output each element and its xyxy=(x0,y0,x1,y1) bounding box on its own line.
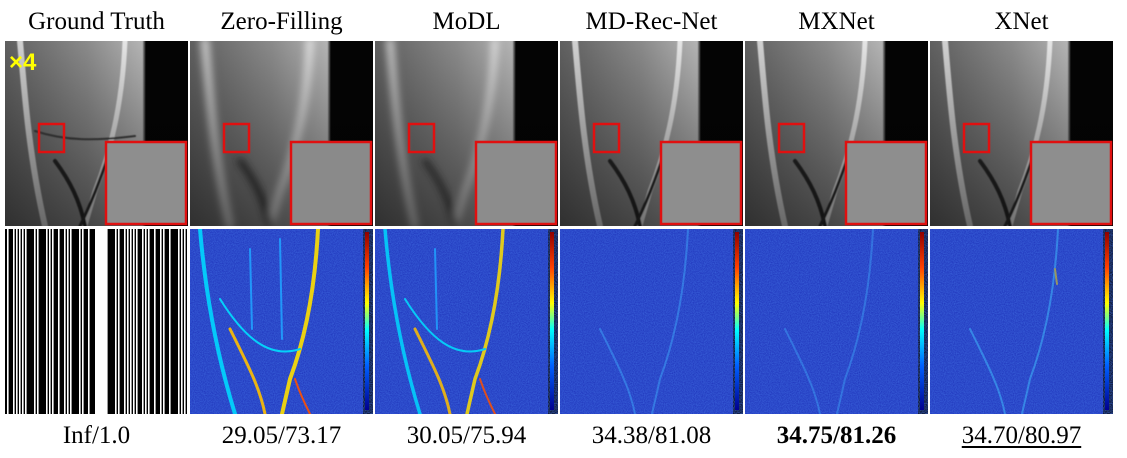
mri-image-md-rec-net xyxy=(560,41,743,226)
error-map-xnet xyxy=(930,229,1113,414)
colorbar xyxy=(365,232,369,410)
mask-line xyxy=(58,229,60,414)
mask-line xyxy=(124,229,126,414)
zoom-source-box xyxy=(407,122,436,154)
mask-line xyxy=(154,229,156,414)
mask-line xyxy=(49,229,51,414)
column-title-ground-truth: Ground Truth xyxy=(28,8,165,35)
mask-line xyxy=(136,229,138,414)
colorbar xyxy=(550,232,554,410)
zoom-inset xyxy=(844,140,928,226)
mask-line xyxy=(13,229,15,414)
zoom-inset xyxy=(289,140,373,226)
error-map-md-rec-net xyxy=(560,229,743,414)
column-title-modl: MoDL xyxy=(432,8,501,35)
metric-ground-truth: Inf/1.0 xyxy=(62,422,131,449)
sampling-mask xyxy=(5,229,188,414)
mask-line xyxy=(184,229,186,414)
metric-md-rec-net: 34.38/81.08 xyxy=(591,422,712,449)
mask-line xyxy=(148,229,150,414)
metric-xnet: 34.70/80.97 xyxy=(961,422,1082,449)
colorbar xyxy=(920,232,924,410)
mri-image-zero-filling xyxy=(190,41,373,226)
mask-line xyxy=(118,229,120,414)
mask-line xyxy=(145,229,147,414)
mask-line xyxy=(46,229,48,414)
mask-line xyxy=(70,229,72,414)
mri-image-ground-truth: ×4 xyxy=(5,41,188,226)
zoom-inset xyxy=(474,140,558,226)
error-map-modl xyxy=(375,229,558,414)
zoom-source-box xyxy=(962,122,991,154)
mask-line xyxy=(133,229,135,414)
metric-zero-filling: 29.05/73.17 xyxy=(221,422,342,449)
mask-line xyxy=(127,229,129,414)
mask-line xyxy=(142,229,144,414)
mask-line xyxy=(16,229,18,414)
mask-line xyxy=(88,229,90,414)
metric-modl: 30.05/75.94 xyxy=(406,422,527,449)
mask-line xyxy=(34,229,36,414)
mask-line xyxy=(37,229,39,414)
mri-image-modl xyxy=(375,41,558,226)
mask-line xyxy=(163,229,165,414)
mask-line xyxy=(187,229,188,414)
mri-image-xnet xyxy=(930,41,1113,226)
column-title-md-rec-net: MD-Rec-Net xyxy=(585,8,718,35)
column-title-zero-filling: Zero-Filling xyxy=(220,8,343,35)
zoom-inset xyxy=(659,140,743,226)
mask-line xyxy=(67,229,69,414)
mask-center-band xyxy=(95,229,107,414)
mask-line xyxy=(169,229,171,414)
metric-mxnet: 34.75/81.26 xyxy=(776,422,897,449)
acceleration-label: ×4 xyxy=(9,49,37,76)
metric-xnet-wrapper: 34.70/80.97 xyxy=(930,418,1113,454)
mask-line xyxy=(22,229,24,414)
error-map-zero-filling xyxy=(190,229,373,414)
mask-line xyxy=(115,229,117,414)
mask-line xyxy=(19,229,21,414)
mask-line xyxy=(25,229,27,414)
mask-line xyxy=(82,229,84,414)
error-map-mxnet xyxy=(745,229,928,414)
mask-line xyxy=(130,229,132,414)
zoom-source-box xyxy=(777,122,806,154)
zoom-source-box xyxy=(592,122,621,154)
mask-line xyxy=(7,229,9,414)
mask-line xyxy=(79,229,81,414)
zoom-source-box xyxy=(37,122,66,154)
mask-line xyxy=(178,229,180,414)
zoom-inset xyxy=(1029,140,1113,226)
column-title-xnet: XNet xyxy=(994,8,1049,35)
colorbar xyxy=(1105,232,1109,410)
mask-line xyxy=(64,229,66,414)
colorbar xyxy=(735,232,739,410)
zoom-source-box xyxy=(222,122,251,154)
mri-image-mxnet xyxy=(745,41,928,226)
mask-line xyxy=(160,229,162,414)
mask-line xyxy=(52,229,54,414)
zoom-inset xyxy=(104,140,188,226)
mask-line xyxy=(181,229,183,414)
column-title-mxnet: MXNet xyxy=(798,8,875,35)
